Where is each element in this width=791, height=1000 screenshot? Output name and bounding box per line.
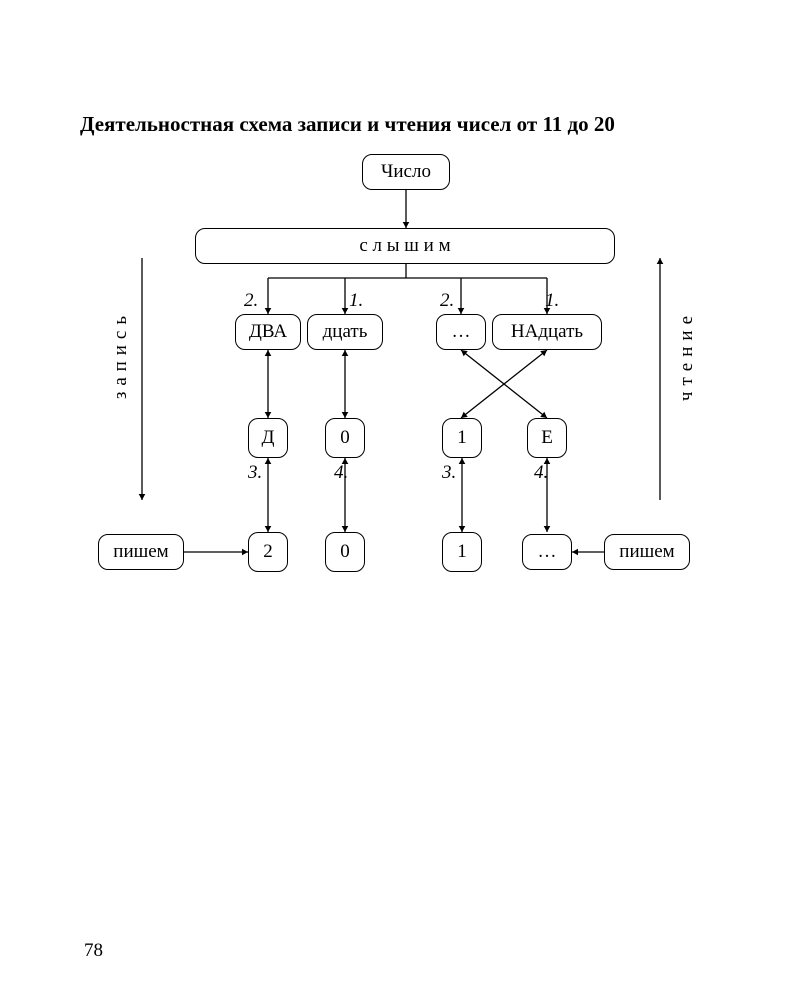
num-label: 2.	[440, 290, 454, 312]
num-label: 4.	[534, 462, 548, 484]
num-label: 3.	[248, 462, 262, 484]
node-E: Е	[527, 418, 567, 458]
page-title: Деятельностная схема записи и чтения чис…	[80, 112, 615, 137]
node-nadcat: НАдцать	[492, 314, 602, 350]
page: Деятельностная схема записи и чтения чис…	[0, 0, 791, 1000]
node-dcat: дцать	[307, 314, 383, 350]
arrows-layer	[0, 0, 791, 1000]
node-pishem-r: пишем	[604, 534, 690, 570]
node-dva: ДВА	[235, 314, 301, 350]
num-label: 1.	[349, 290, 363, 312]
side-label-right: чтение	[676, 310, 698, 401]
node-dots2: …	[522, 534, 572, 570]
num-label: 4.	[334, 462, 348, 484]
node-zero2: 0	[325, 532, 365, 572]
num-label: 2.	[244, 290, 258, 312]
num-label: 3.	[442, 462, 456, 484]
num-label: 1.	[545, 290, 559, 312]
node-chislo: Число	[362, 154, 450, 190]
node-slyshim: с л ы ш и м	[195, 228, 615, 264]
node-D: Д	[248, 418, 288, 458]
page-number: 78	[84, 940, 103, 962]
node-dots1: …	[436, 314, 486, 350]
side-label-left: запись	[110, 310, 132, 399]
node-Z0: 0	[325, 418, 365, 458]
node-pishem-l: пишем	[98, 534, 184, 570]
node-one-b: 1	[442, 532, 482, 572]
node-two: 2	[248, 532, 288, 572]
node-one-a: 1	[442, 418, 482, 458]
